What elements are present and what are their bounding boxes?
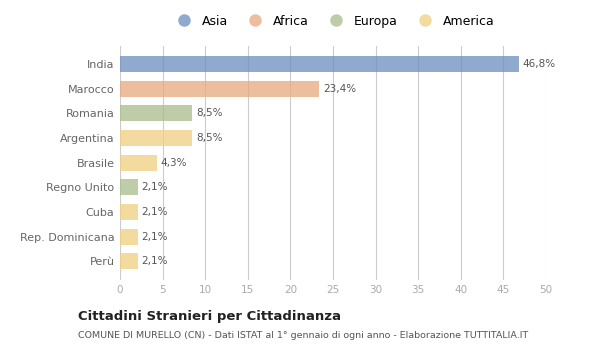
Text: 8,5%: 8,5% — [196, 108, 223, 118]
Bar — [120, 180, 138, 195]
Text: 4,3%: 4,3% — [160, 158, 187, 168]
Bar — [120, 229, 138, 245]
Bar — [120, 105, 193, 121]
Bar — [120, 81, 319, 97]
Bar — [120, 155, 157, 171]
Bar — [120, 130, 193, 146]
Text: 2,1%: 2,1% — [142, 256, 168, 266]
Text: 2,1%: 2,1% — [142, 182, 168, 192]
Text: COMUNE DI MURELLO (CN) - Dati ISTAT al 1° gennaio di ogni anno - Elaborazione TU: COMUNE DI MURELLO (CN) - Dati ISTAT al 1… — [78, 331, 528, 340]
Bar — [120, 56, 519, 72]
Text: 46,8%: 46,8% — [522, 59, 555, 69]
Text: 2,1%: 2,1% — [142, 232, 168, 242]
Legend: Asia, Africa, Europa, America: Asia, Africa, Europa, America — [167, 9, 499, 33]
Bar — [120, 253, 138, 270]
Text: 8,5%: 8,5% — [196, 133, 223, 143]
Text: Cittadini Stranieri per Cittadinanza: Cittadini Stranieri per Cittadinanza — [78, 310, 341, 323]
Bar — [120, 204, 138, 220]
Text: 2,1%: 2,1% — [142, 207, 168, 217]
Text: 23,4%: 23,4% — [323, 84, 356, 94]
